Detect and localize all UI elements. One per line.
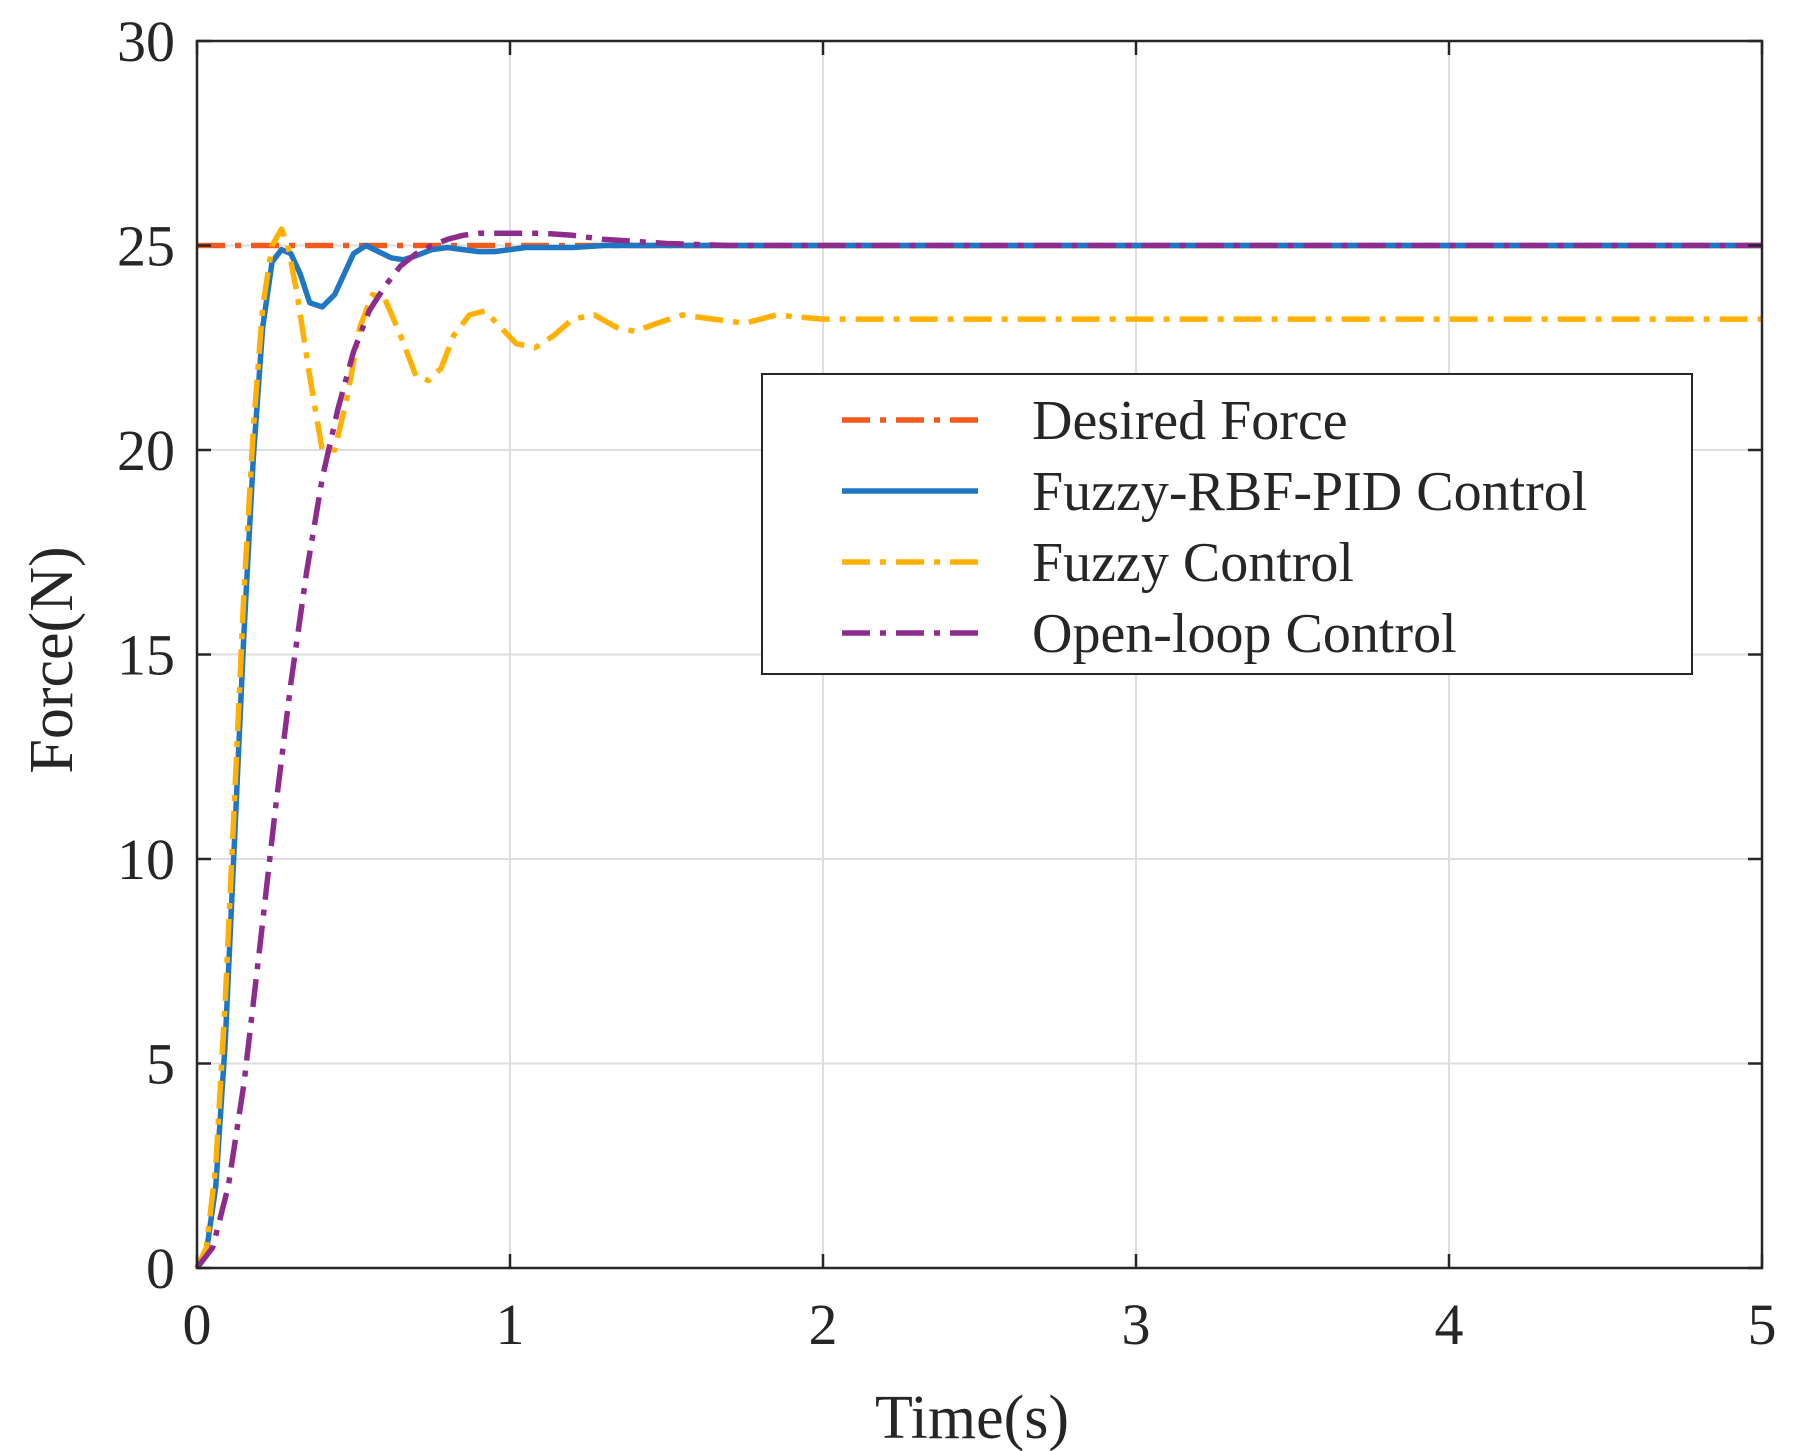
axis-ticks: 0 1 2 3 4 5 0 5 10 15 20 25 30 xyxy=(117,9,1777,1357)
x-tick-label: 0 xyxy=(183,1292,212,1357)
legend-entries: Desired Force Fuzzy-RBF-PID Control Fuzzy … xyxy=(842,390,1587,665)
legend-label: Open-loop Control xyxy=(1032,603,1457,665)
series-line-fuzzy-control xyxy=(194,226,1762,1270)
legend: Desired Force Fuzzy-RBF-PID Control Fuzzy … xyxy=(761,373,1693,675)
x-tick-label: 3 xyxy=(1122,1292,1151,1357)
y-tick-label: 15 xyxy=(117,623,175,688)
x-tick-label: 2 xyxy=(809,1292,838,1357)
legend-label: Desired Force xyxy=(1032,390,1348,452)
series-line-open-loop-control xyxy=(194,230,1762,1270)
y-tick-label: 0 xyxy=(146,1236,175,1301)
legend-label: Fuzzy-RBF-PID Control xyxy=(1032,461,1587,523)
y-tick-label: 10 xyxy=(117,827,175,892)
x-tick-label: 4 xyxy=(1435,1292,1464,1357)
y-tick-label: 5 xyxy=(146,1032,175,1097)
y-tick-label: 30 xyxy=(117,9,175,74)
series-lines xyxy=(194,226,1762,1270)
x-tick-label: 5 xyxy=(1748,1292,1777,1357)
y-tick-label: 20 xyxy=(117,418,175,483)
legend-label: Fuzzy Control xyxy=(1032,532,1354,594)
legend-box xyxy=(761,373,1693,675)
y-axis-label: Force(N) xyxy=(18,546,86,773)
x-axis-label: Time(s) xyxy=(875,1384,1069,1451)
y-tick-label: 25 xyxy=(117,214,175,279)
x-tick-label: 1 xyxy=(496,1292,525,1357)
